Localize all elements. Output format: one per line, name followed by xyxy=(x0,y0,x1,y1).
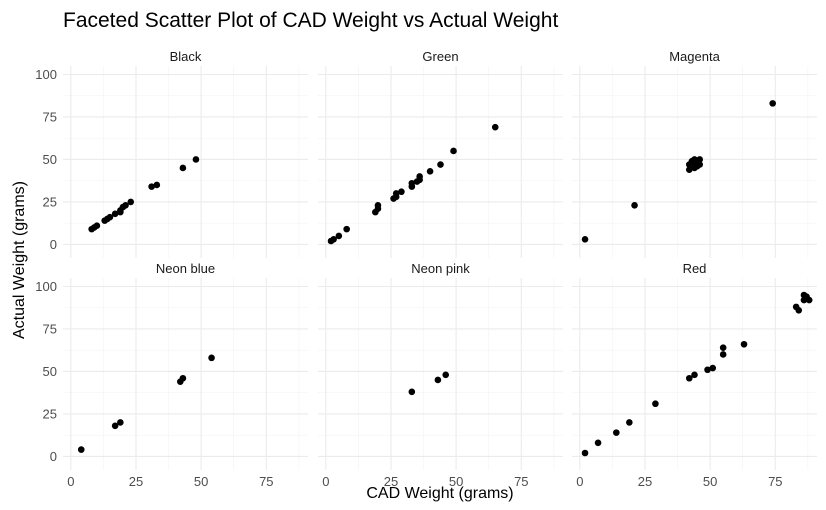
data-point xyxy=(631,202,638,209)
x-tick-label: 50 xyxy=(703,474,717,489)
data-point xyxy=(148,183,155,190)
data-point xyxy=(450,147,457,155)
data-point xyxy=(652,400,659,408)
data-point xyxy=(626,419,633,426)
data-point xyxy=(117,419,124,426)
facet-panel: Green xyxy=(318,49,563,258)
x-tick-label: 0 xyxy=(322,474,329,489)
x-tick-label: 75 xyxy=(768,474,782,489)
x-axis-title: CAD Weight (grams) xyxy=(366,485,513,502)
facet-strip-label: Magenta xyxy=(669,49,720,64)
data-point xyxy=(416,173,423,180)
facet-panel: Black 0 25 50 75 100 xyxy=(35,49,308,258)
data-point xyxy=(740,340,748,348)
data-point xyxy=(613,429,620,436)
y-axis-title: Actual Weight (grams) xyxy=(11,181,28,339)
x-tick-label: 75 xyxy=(514,474,528,489)
data-point xyxy=(434,376,442,384)
data-point xyxy=(93,222,101,230)
data-point xyxy=(374,202,382,209)
chart-title: Faceted Scatter Plot of CAD Weight vs Ac… xyxy=(63,9,558,32)
x-tick-label: 50 xyxy=(449,474,463,489)
data-point xyxy=(179,374,187,382)
facet-strip-label: Green xyxy=(422,49,458,64)
data-point xyxy=(192,156,200,163)
data-point xyxy=(719,351,727,358)
data-point xyxy=(691,371,698,379)
data-point xyxy=(335,232,343,240)
data-point xyxy=(581,236,589,243)
facet-strip-label: Neon blue xyxy=(156,261,215,276)
data-point xyxy=(106,213,114,221)
data-point xyxy=(581,449,589,457)
data-point xyxy=(179,164,187,172)
data-point xyxy=(709,364,717,372)
facet-panel: Red 0 25 50 75 xyxy=(572,261,817,489)
data-point xyxy=(408,388,416,396)
x-tick-label: 25 xyxy=(129,474,143,489)
facet-strip-label: Red xyxy=(683,261,707,276)
data-point xyxy=(442,371,450,379)
y-tick-label: 100 xyxy=(35,279,57,294)
facet-panel: Neon blue 0 25 50 75 100 0 25 50 75 xyxy=(35,261,308,489)
y-tick-label: 25 xyxy=(43,194,57,209)
facet-strip-label: Black xyxy=(170,49,202,64)
data-point xyxy=(127,198,135,206)
facet-panels: Black 0 25 50 75 100 Green Magenta Neon blue 0 25 5… xyxy=(35,49,817,489)
x-tick-label: 50 xyxy=(194,474,208,489)
data-point xyxy=(330,236,337,243)
data-point xyxy=(696,161,704,168)
y-tick-label: 0 xyxy=(50,449,57,464)
data-point xyxy=(691,156,698,163)
data-point xyxy=(111,422,119,430)
x-tick-label: 75 xyxy=(259,474,273,489)
data-point xyxy=(704,366,711,374)
y-tick-label: 25 xyxy=(43,406,57,421)
facet-panel: Neon pink 0 25 50 75 xyxy=(318,261,563,489)
data-point xyxy=(426,168,434,175)
data-point xyxy=(696,156,704,163)
data-point xyxy=(153,181,161,189)
x-tick-label: 25 xyxy=(638,474,652,489)
data-point xyxy=(392,190,400,197)
data-point xyxy=(437,161,444,168)
x-tick-label: 25 xyxy=(384,474,398,489)
y-tick-label: 75 xyxy=(43,109,57,124)
y-tick-label: 100 xyxy=(35,67,57,82)
data-point xyxy=(208,354,215,362)
x-tick-label: 0 xyxy=(67,474,74,489)
data-point xyxy=(398,188,405,196)
data-point xyxy=(77,446,85,453)
data-point xyxy=(805,296,813,304)
data-point xyxy=(408,179,416,187)
data-point xyxy=(719,344,727,351)
data-point xyxy=(795,306,803,314)
data-point xyxy=(594,439,602,447)
x-tick-label: 0 xyxy=(576,474,583,489)
y-tick-label: 50 xyxy=(43,152,57,167)
data-point xyxy=(122,202,129,209)
data-point xyxy=(685,374,693,382)
facet-strip-label: Neon pink xyxy=(411,261,470,276)
data-point xyxy=(343,225,350,233)
y-tick-label: 0 xyxy=(50,237,57,252)
facet-panel: Magenta xyxy=(572,49,817,258)
y-tick-label: 75 xyxy=(43,321,57,336)
y-tick-label: 50 xyxy=(43,364,57,379)
data-point xyxy=(491,123,499,131)
data-point xyxy=(769,100,776,107)
data-point xyxy=(111,210,119,218)
